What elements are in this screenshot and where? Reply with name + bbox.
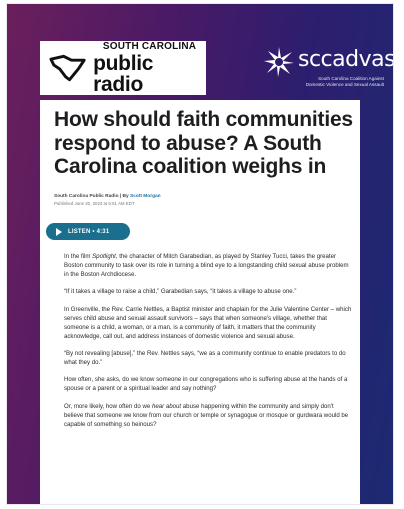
paragraph: “If it takes a village to raise a child,… [64,288,297,296]
logo-state-text: SOUTH CAROLINA [102,40,197,52]
scpr-logo[interactable]: SOUTH CAROLINA public radio [40,41,206,95]
partner-subtitle: South Carolina Coalition Against Domesti… [305,76,384,87]
paragraph: How often, she asks, do we know someone … [64,376,348,393]
author-link[interactable]: Scott Morgan [129,194,161,199]
article-card: How should faith communities respond to … [40,100,360,504]
article-body: In the film Spotlight, the character of … [64,253,352,438]
promo-frame: SOUTH CAROLINA public radio sccadvasa So… [7,4,393,504]
paragraph: In Greenville, the Rev. Carrie Nettles, … [64,305,352,340]
play-icon [56,227,62,236]
byline: South Carolina Public Radio | By Scott M… [54,194,161,199]
paragraph: Or, more likely, how often do we hear ab… [64,402,349,428]
byline-source: South Carolina Public Radio | By [54,194,130,199]
sccadvasa-logo[interactable]: sccadvasa South Carolina Coalition Again… [262,47,393,97]
paragraph: “By not revealing [abuse],” the Rev. Net… [64,350,346,366]
listen-label: LISTEN • 4:31 [68,228,110,235]
logo-station-text: public radio [93,51,154,96]
article-title: How should faith communities respond to … [54,108,353,178]
partner-name: sccadvasa [298,47,393,72]
published-date: Published June 20, 2023 at 6:51 AM EDT [54,201,135,206]
listen-button[interactable]: LISTEN • 4:31 [46,223,130,240]
south-carolina-outline-icon [49,54,86,82]
starburst-icon [264,47,294,77]
paragraph: In the film Spotlight, the character of … [64,253,349,278]
